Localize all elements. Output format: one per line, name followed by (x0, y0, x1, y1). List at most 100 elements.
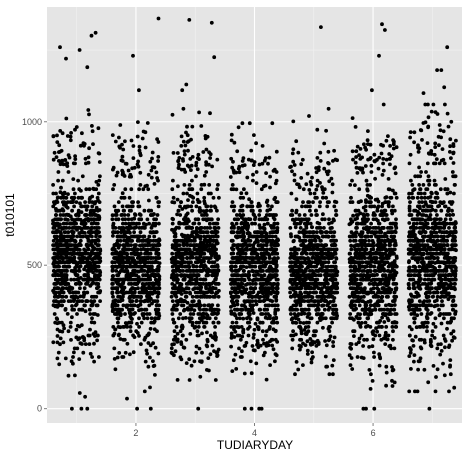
data-point (213, 378, 218, 382)
data-point (88, 351, 93, 356)
data-point (185, 133, 190, 138)
data-point (169, 294, 174, 299)
data-point (78, 143, 83, 148)
data-point (114, 209, 119, 214)
data-point (51, 340, 56, 345)
data-point (57, 277, 61, 282)
data-point (172, 320, 176, 325)
data-point (291, 119, 296, 124)
data-point (198, 254, 203, 259)
data-point (62, 326, 66, 331)
data-point (230, 320, 235, 325)
data-point (138, 269, 143, 273)
data-point (81, 141, 86, 146)
data-point (188, 243, 193, 248)
data-point (141, 238, 146, 243)
data-point (58, 129, 63, 133)
data-point (232, 204, 237, 209)
data-point (242, 344, 247, 348)
data-point (90, 204, 95, 209)
data-point (62, 269, 67, 273)
data-point (155, 290, 160, 295)
data-point (55, 140, 60, 145)
data-point (296, 317, 301, 322)
data-point (273, 230, 278, 234)
data-point (74, 327, 79, 332)
data-point (237, 312, 242, 316)
data-point (182, 152, 187, 157)
data-point (147, 331, 151, 336)
data-point (202, 213, 207, 217)
data-point (142, 307, 147, 312)
data-point (174, 294, 179, 299)
data-point (118, 337, 123, 341)
data-point (216, 282, 221, 286)
data-point (147, 198, 151, 203)
data-point (72, 251, 76, 256)
data-point (289, 213, 293, 217)
data-point (133, 213, 138, 217)
data-point (263, 277, 268, 282)
data-point (146, 275, 151, 280)
data-point (328, 230, 333, 235)
data-point (73, 303, 78, 308)
data-point (290, 208, 294, 213)
data-point (326, 169, 331, 174)
data-point (308, 208, 312, 213)
data-point (111, 223, 115, 228)
data-point (289, 312, 293, 316)
data-point (272, 303, 277, 308)
data-point (148, 343, 153, 348)
data-point (170, 282, 175, 286)
data-point (156, 155, 161, 159)
data-point (239, 247, 244, 252)
data-point (117, 351, 122, 355)
data-point (54, 207, 58, 211)
data-point (194, 160, 199, 165)
data-point (243, 305, 248, 309)
data-point (262, 222, 267, 227)
data-point (87, 200, 92, 205)
data-point (128, 294, 133, 299)
data-point (136, 159, 141, 164)
data-point (239, 325, 244, 329)
data-point (328, 226, 333, 231)
data-point (231, 230, 236, 235)
data-point (308, 191, 313, 196)
data-point (267, 269, 271, 273)
data-point (317, 204, 322, 209)
data-point (272, 282, 277, 286)
data-point (126, 168, 131, 173)
data-point (63, 238, 67, 243)
data-point (64, 286, 69, 291)
data-point (318, 273, 323, 278)
data-point (327, 256, 331, 261)
data-point (237, 234, 242, 239)
data-point (186, 282, 190, 286)
data-point (56, 300, 61, 304)
data-point (314, 187, 319, 192)
data-point (270, 286, 275, 291)
data-point (129, 238, 134, 243)
data-point (240, 277, 245, 282)
data-point (307, 247, 312, 252)
data-point (152, 290, 157, 295)
data-point (229, 238, 234, 243)
data-point (303, 294, 307, 299)
data-point (191, 312, 196, 316)
data-point (115, 234, 120, 239)
data-point (96, 226, 101, 230)
data-point (178, 355, 183, 360)
data-point (297, 230, 302, 235)
data-point (86, 218, 91, 223)
data-point (257, 260, 262, 265)
data-point (171, 317, 176, 322)
data-point (329, 269, 333, 273)
data-point (139, 294, 144, 299)
data-point (51, 226, 56, 230)
data-point (136, 204, 141, 209)
data-point (305, 171, 310, 176)
data-point (263, 251, 268, 256)
data-point (327, 337, 332, 342)
data-point (190, 255, 195, 260)
